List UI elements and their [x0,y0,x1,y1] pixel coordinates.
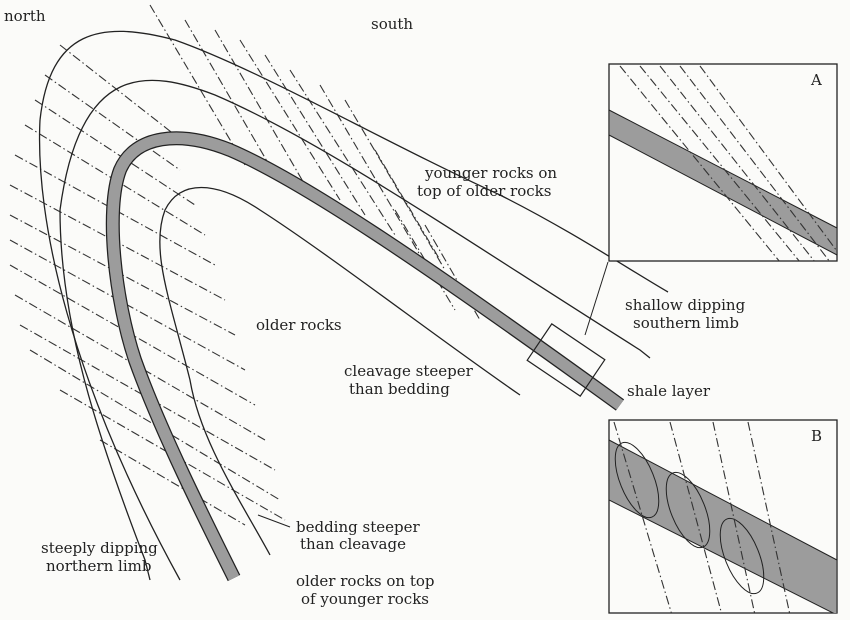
cleavage-line [239,39,341,201]
cleavage-line [184,19,276,176]
older-rocks-label: older rocks [256,316,342,334]
cleavage-line [19,324,276,471]
cleavage-line [264,54,366,216]
middle-fold-line [59,209,151,581]
steep-limb-label-line1: steeply dipping [41,539,158,557]
inset-a-cleavage [699,65,837,253]
cleavage-line [59,44,176,136]
bedding-leader [257,514,291,528]
inset-b-ellipse [719,517,765,595]
shale-layer-fill [107,132,624,581]
inset-a-cleavage [639,65,800,261]
zoom-leader [584,261,609,336]
inset-b-label: B [811,427,822,445]
cleavage-line [59,389,286,521]
cleavage-line [374,149,441,261]
inset-a-shale-band [609,109,837,256]
steep-limb-label-line2: northern limb [46,557,151,575]
older-on-top-label-line1: older rocks on top [296,572,435,590]
inner-fold-line [159,186,521,556]
inset-b-cleavage [613,421,672,613]
inset-b: B [608,419,838,614]
inset-a-cleavage [679,65,830,261]
cleavage-line [44,74,181,171]
inset-a-cleavage [619,65,780,261]
older-on-top-label-line2: of younger rocks [301,590,429,608]
bedding-label-line2: than cleavage [300,535,406,553]
bedding-label-line1: bedding steeper [296,518,420,536]
shallow-limb-label-line1: shallow dipping [625,296,746,314]
inset-b-cleavage [669,421,723,613]
shale-layer-label: shale layer [627,382,711,400]
cleavage-lines [9,4,481,526]
cleavage-line [99,439,246,526]
inset-b-ellipse [665,471,711,549]
cleavage-label-line1: cleavage steeper [344,362,474,380]
zoom-box [526,323,606,397]
inset-a: A [608,63,838,262]
cleavage-line [14,154,216,266]
shallow-limb-label-line2: southern limb [633,314,739,332]
inset-a-label: A [810,71,822,89]
inset-a-cleavage [659,65,815,261]
younger-rocks-label-line2: top of older rocks [417,182,551,200]
north-label: north [4,7,46,25]
south-label: south [371,15,413,33]
cleavage-label-line2: than bedding [349,380,450,398]
outer-fold-line [38,119,181,581]
outer-fold-line [39,30,669,293]
cleavage-line [149,4,246,166]
cleavage-line [34,99,196,206]
middle-fold-line [59,79,651,359]
shale-layer [105,131,625,582]
cleavage-line [9,264,256,406]
younger-rocks-label-line1: younger rocks on [424,164,557,182]
inset-b-ellipse [614,441,660,519]
cleavage-line [214,29,306,186]
